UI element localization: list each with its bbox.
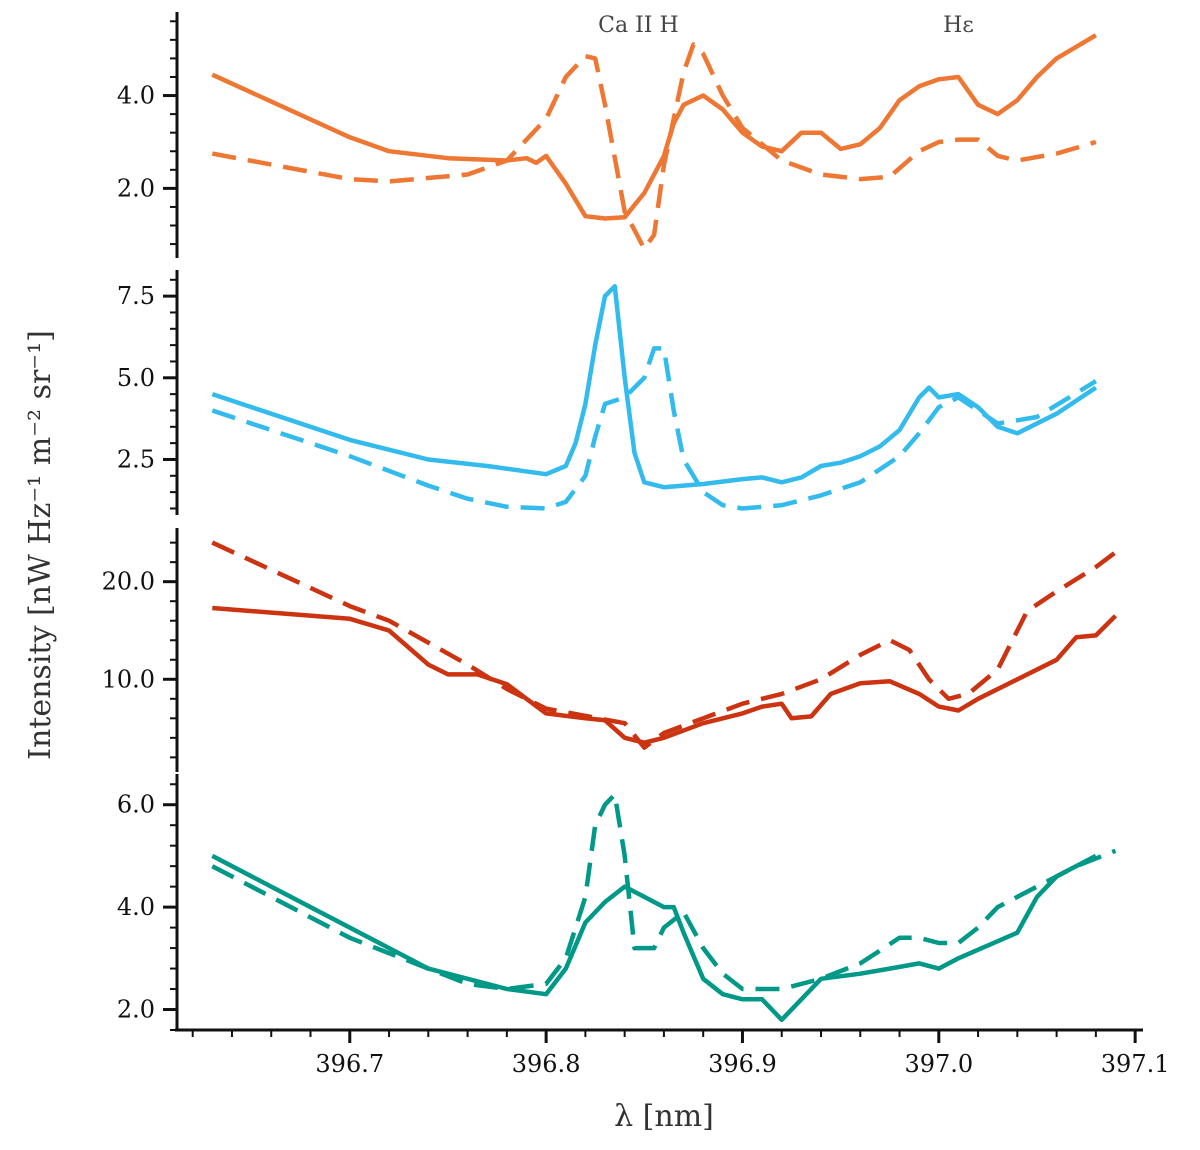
x-tick-label: 396.8 xyxy=(512,1050,581,1078)
y-tick-label: 2.0 xyxy=(117,996,155,1024)
annotation-ca-ii-h: Ca II H xyxy=(598,13,679,38)
panel-4-dashed-series-line xyxy=(211,792,1117,992)
y-tick-label: 10.0 xyxy=(102,665,155,693)
y-tick-label: 2.5 xyxy=(117,445,155,473)
panel-2-dashed-series-line xyxy=(211,346,1098,511)
annotation-h-epsilon: Hε xyxy=(943,13,974,38)
y-axis-title: Intensity [nW Hz⁻¹ m⁻² sr⁻¹] xyxy=(23,330,58,760)
y-tick-label: 6.0 xyxy=(117,791,155,819)
x-tick-label: 396.9 xyxy=(708,1050,777,1078)
panel-1-solid-series-line xyxy=(211,33,1098,221)
y-tick-label: 20.0 xyxy=(102,568,155,596)
y-tick-label: 4.0 xyxy=(117,82,155,110)
y-tick-label: 5.0 xyxy=(117,364,155,392)
panel-3-dashed-series-line xyxy=(211,540,1117,750)
y-tick-label: 4.0 xyxy=(117,893,155,921)
panel-1: 2.0 4.0 xyxy=(117,12,1098,258)
panel-3: 10.0 20.0 xyxy=(102,528,1118,772)
panel-4: 2.0 4.0 6.0 xyxy=(117,774,1117,1031)
panels-layer: 2.0 4.0 2.5 5.0 7.5 10.0 20.0 2.0 4.0 6.0 xyxy=(102,12,1118,1031)
x-axis-title: λ [nm] xyxy=(614,1099,714,1134)
panel-1-dashed-series-line xyxy=(211,42,1097,251)
y-tick-label: 2.0 xyxy=(117,174,155,202)
panel-2-solid-series-line xyxy=(211,284,1098,490)
x-tick-label: 397.0 xyxy=(904,1050,973,1078)
panel-3-solid-series-line xyxy=(212,605,1118,745)
panel-2: 2.5 5.0 7.5 xyxy=(117,270,1098,515)
x-tick-label: 397.1 xyxy=(1101,1050,1170,1078)
x-axis: 396.7 396.8 396.9 397.0 397.1 xyxy=(175,1028,1170,1078)
panel-4-solid-series-line xyxy=(211,853,1097,1023)
x-tick-label: 396.7 xyxy=(315,1050,384,1078)
y-tick-label: 7.5 xyxy=(117,282,155,310)
